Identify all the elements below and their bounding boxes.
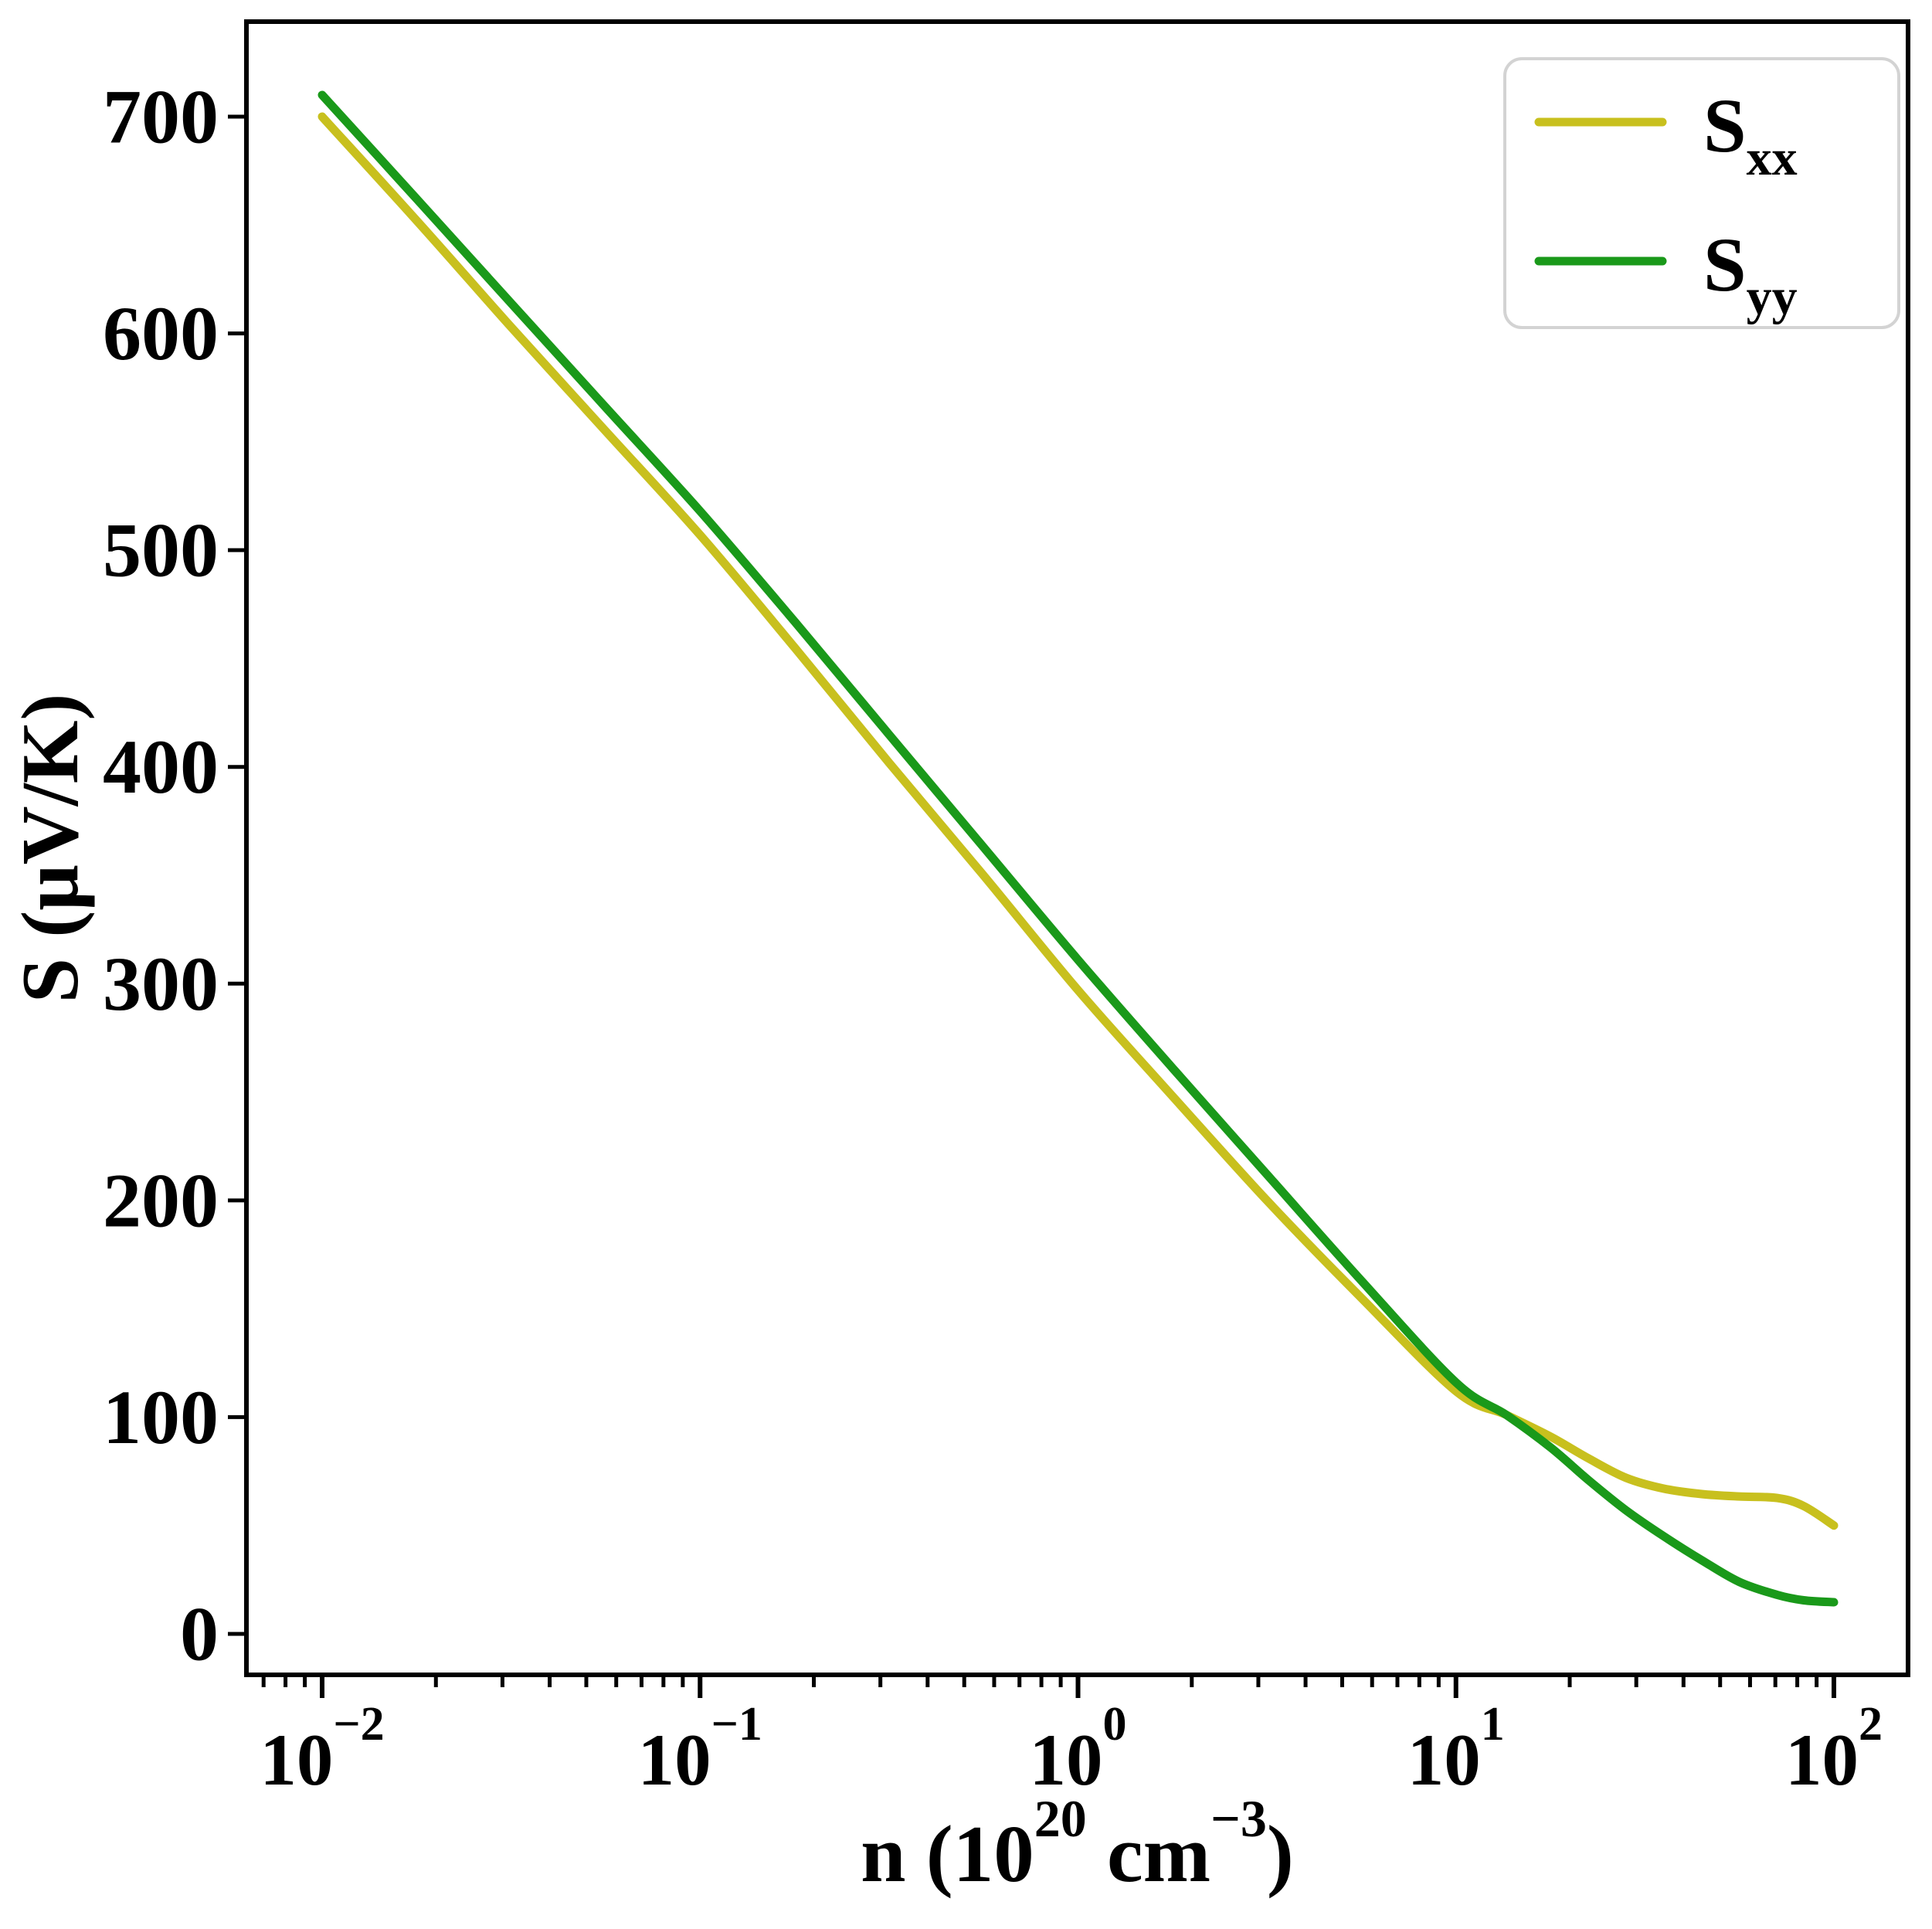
x-tick-label: 10−2 [260, 1698, 384, 1801]
y-tick-label: 300 [103, 941, 219, 1027]
x-axis-label: n (1020 cm−3) [861, 1789, 1294, 1899]
plot-frame [244, 19, 1910, 1677]
y-tick-label: 400 [103, 724, 219, 810]
legend-box [1503, 57, 1900, 329]
x-tick-label: 101 [1407, 1698, 1505, 1801]
y-axis-label: S (μV/K) [5, 694, 95, 1004]
series-line-S_xx [317, 112, 1839, 1530]
x-tick-label: 102 [1785, 1698, 1883, 1801]
y-tick-label: 700 [103, 74, 219, 160]
y-tick-label: 100 [103, 1374, 219, 1460]
x-tick-label: 10−1 [638, 1698, 762, 1801]
y-tick-label: 0 [180, 1591, 219, 1677]
series-line-S_yy [317, 90, 1839, 1607]
legend-label-Sxx: Sxx [1703, 83, 1798, 186]
x-tick-label: 100 [1030, 1698, 1127, 1801]
y-tick-label: 600 [103, 290, 219, 376]
y-tick-label: 500 [103, 508, 219, 593]
y-tick-label: 200 [103, 1157, 219, 1243]
legend-label-Syy: Syy [1703, 222, 1798, 325]
